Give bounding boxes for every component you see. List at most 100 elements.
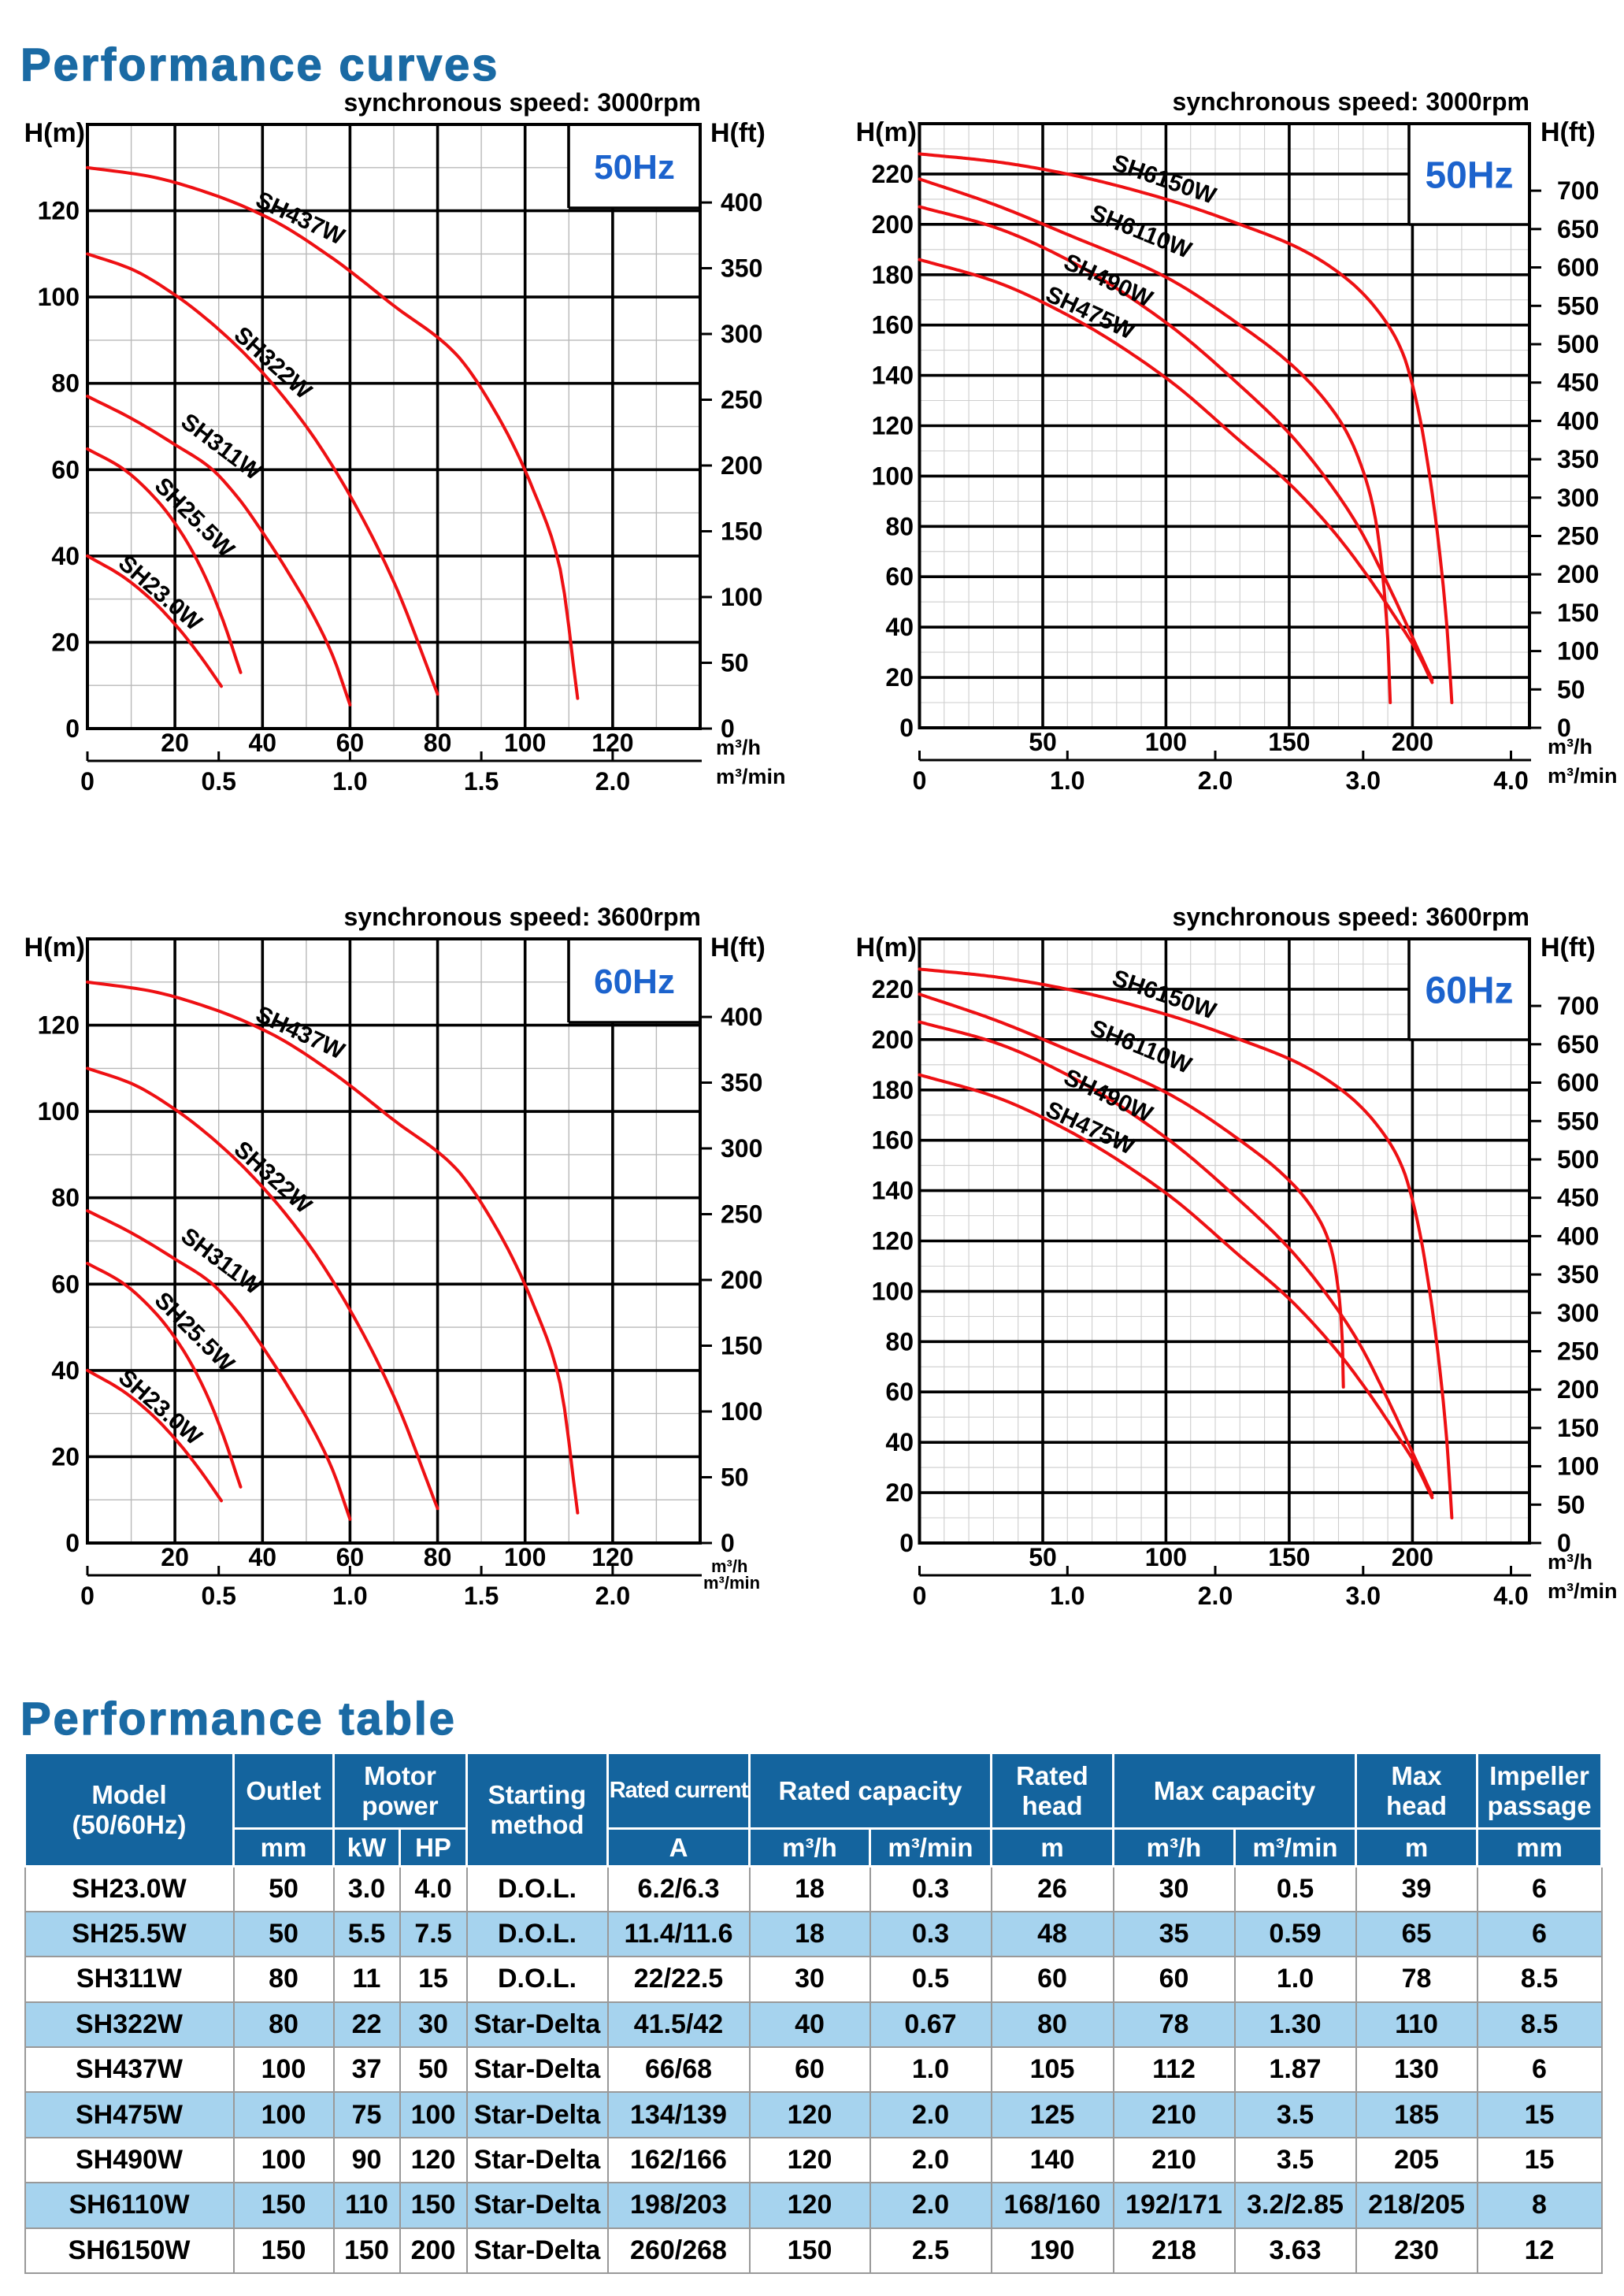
svg-text:SH311W: SH311W [176, 1223, 267, 1300]
svg-text:SH322W: SH322W [229, 322, 317, 405]
svg-text:m³/h: m³/h [716, 736, 761, 759]
svg-text:m³/h: m³/h [1548, 735, 1592, 759]
svg-text:60: 60 [885, 1378, 914, 1406]
svg-text:140: 140 [872, 362, 914, 390]
svg-text:200: 200 [721, 1266, 762, 1294]
svg-text:40: 40 [51, 542, 80, 570]
svg-text:20: 20 [161, 1543, 189, 1571]
svg-text:250: 250 [1557, 522, 1599, 551]
svg-text:80: 80 [424, 729, 452, 757]
svg-text:1.0: 1.0 [332, 1582, 367, 1610]
svg-text:150: 150 [721, 517, 762, 546]
svg-text:200: 200 [1557, 560, 1599, 588]
svg-text:H(ft): H(ft) [710, 118, 766, 148]
svg-text:200: 200 [872, 210, 914, 239]
svg-text:40: 40 [51, 1356, 80, 1385]
svg-text:20: 20 [51, 628, 80, 656]
svg-text:50: 50 [721, 1463, 749, 1492]
svg-text:200: 200 [1557, 1375, 1599, 1404]
svg-text:0: 0 [721, 714, 735, 743]
svg-text:250: 250 [1557, 1337, 1599, 1366]
svg-text:40: 40 [249, 1543, 277, 1571]
svg-text:50: 50 [1029, 728, 1057, 756]
svg-text:2.0: 2.0 [1198, 766, 1233, 795]
svg-text:40: 40 [885, 613, 914, 641]
svg-text:0: 0 [65, 714, 80, 743]
svg-text:SH6150W: SH6150W [1109, 965, 1220, 1025]
svg-text:H(m): H(m) [856, 933, 917, 963]
svg-text:200: 200 [872, 1026, 914, 1054]
svg-text:3.0: 3.0 [1346, 1582, 1381, 1610]
svg-text:synchronous speed: 3600rpm: synchronous speed: 3600rpm [344, 903, 701, 931]
svg-text:100: 100 [38, 283, 80, 311]
svg-text:SH23.0W: SH23.0W [113, 550, 207, 636]
svg-text:100: 100 [1145, 728, 1187, 756]
svg-text:H(ft): H(ft) [1541, 117, 1596, 147]
svg-text:350: 350 [721, 1069, 762, 1097]
svg-text:100: 100 [872, 1277, 914, 1305]
svg-text:150: 150 [1557, 599, 1599, 627]
svg-text:SH25.5W: SH25.5W [150, 1287, 240, 1378]
svg-text:220: 220 [872, 160, 914, 188]
svg-text:300: 300 [1557, 484, 1599, 512]
svg-text:50: 50 [1557, 1490, 1585, 1519]
svg-text:SH23.0W: SH23.0W [113, 1364, 207, 1451]
svg-text:80: 80 [51, 369, 80, 398]
svg-text:120: 120 [38, 197, 80, 225]
svg-text:100: 100 [1557, 637, 1599, 666]
svg-text:20: 20 [51, 1442, 80, 1471]
svg-text:50Hz: 50Hz [1425, 154, 1513, 196]
svg-text:1.0: 1.0 [332, 767, 367, 796]
svg-text:60Hz: 60Hz [594, 963, 675, 1001]
svg-text:100: 100 [872, 462, 914, 490]
svg-text:150: 150 [721, 1332, 762, 1360]
svg-text:400: 400 [1557, 1222, 1599, 1250]
svg-text:100: 100 [38, 1097, 80, 1126]
svg-text:synchronous speed: 3000rpm: synchronous speed: 3000rpm [1173, 87, 1529, 116]
svg-text:60: 60 [51, 455, 80, 484]
svg-text:40: 40 [885, 1428, 914, 1456]
svg-text:0: 0 [1557, 714, 1571, 742]
svg-text:180: 180 [872, 261, 914, 289]
svg-text:H(m): H(m) [856, 117, 917, 147]
svg-text:H(m): H(m) [24, 933, 85, 963]
svg-text:120: 120 [38, 1011, 80, 1040]
svg-text:m³/min: m³/min [1548, 764, 1618, 788]
svg-text:0: 0 [65, 1529, 80, 1557]
svg-text:150: 150 [1268, 1543, 1310, 1571]
svg-text:SH25.5W: SH25.5W [150, 473, 240, 563]
svg-text:1.0: 1.0 [1050, 766, 1085, 795]
svg-text:0: 0 [1557, 1529, 1571, 1557]
svg-text:H(ft): H(ft) [1541, 933, 1596, 963]
svg-text:80: 80 [885, 1327, 914, 1356]
svg-text:200: 200 [1392, 728, 1433, 756]
svg-text:0: 0 [80, 1582, 95, 1610]
svg-text:60Hz: 60Hz [1425, 970, 1513, 1011]
svg-text:200: 200 [1392, 1543, 1433, 1571]
svg-text:250: 250 [721, 386, 762, 414]
svg-text:160: 160 [872, 1126, 914, 1155]
svg-text:140: 140 [872, 1177, 914, 1205]
svg-text:700: 700 [1557, 176, 1599, 205]
svg-text:50Hz: 50Hz [594, 148, 675, 187]
svg-text:550: 550 [1557, 291, 1599, 320]
svg-text:500: 500 [1557, 330, 1599, 358]
svg-text:250: 250 [721, 1200, 762, 1229]
svg-text:40: 40 [249, 729, 277, 757]
svg-text:H(ft): H(ft) [710, 933, 766, 963]
svg-text:60: 60 [885, 562, 914, 591]
svg-text:0.5: 0.5 [201, 1582, 235, 1610]
svg-text:1.5: 1.5 [464, 767, 499, 796]
svg-text:synchronous speed: 3600rpm: synchronous speed: 3600rpm [1173, 903, 1529, 931]
svg-text:3.0: 3.0 [1346, 766, 1381, 795]
svg-text:300: 300 [721, 320, 762, 348]
svg-text:20: 20 [885, 1478, 914, 1507]
svg-text:2.0: 2.0 [595, 1582, 630, 1610]
svg-text:SH311W: SH311W [176, 409, 267, 486]
svg-text:600: 600 [1557, 254, 1599, 282]
svg-text:0: 0 [721, 1529, 735, 1557]
svg-text:H(m): H(m) [24, 118, 85, 148]
svg-text:100: 100 [504, 729, 546, 757]
svg-text:80: 80 [424, 1543, 452, 1571]
svg-text:400: 400 [1557, 406, 1599, 435]
